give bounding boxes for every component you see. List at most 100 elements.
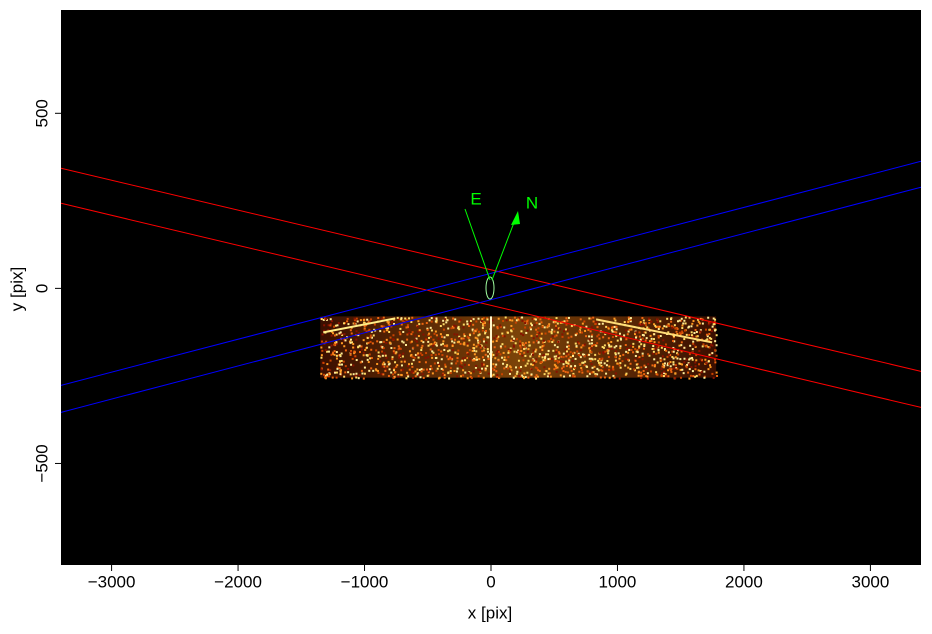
pixel-noise (511, 335, 514, 338)
pixel-noise (425, 368, 428, 371)
pixel-noise (333, 325, 336, 328)
x-tick-label: −1000 (341, 572, 389, 591)
pixel-noise (356, 320, 359, 323)
pixel-noise (369, 334, 372, 337)
pixel-noise (396, 364, 399, 367)
pixel-noise (511, 319, 514, 322)
pixel-noise (474, 330, 477, 333)
pixel-noise (411, 316, 414, 319)
pixel-noise (539, 318, 542, 321)
pixel-noise (538, 353, 541, 356)
pixel-noise (594, 374, 597, 377)
pixel-noise (353, 346, 356, 349)
pixel-noise (421, 353, 424, 356)
pixel-noise (424, 361, 427, 364)
pixel-noise (656, 361, 659, 364)
pixel-noise (350, 363, 353, 366)
pixel-noise (483, 340, 486, 343)
pixel-noise (566, 329, 569, 332)
pixel-noise (422, 341, 425, 344)
pixel-noise (607, 352, 610, 355)
pixel-noise (406, 338, 409, 341)
pixel-noise (551, 357, 554, 360)
pixel-noise (590, 326, 593, 329)
pixel-noise (458, 320, 461, 323)
pixel-noise (537, 369, 540, 372)
pixel-noise (429, 348, 432, 351)
pixel-noise (466, 377, 469, 380)
pixel-noise (472, 318, 475, 321)
pixel-noise (370, 336, 373, 339)
pixel-noise (608, 345, 611, 348)
pixel-noise (578, 330, 581, 333)
pixel-noise (556, 359, 559, 362)
pixel-noise (472, 329, 475, 332)
pixel-noise (714, 318, 717, 321)
pixel-noise (715, 334, 718, 337)
pixel-noise (410, 333, 413, 336)
pixel-noise (547, 372, 550, 375)
pixel-noise (370, 356, 373, 359)
pixel-noise (625, 357, 628, 360)
pixel-noise (463, 335, 466, 338)
pixel-noise (419, 352, 422, 355)
pixel-noise (629, 344, 632, 347)
pixel-noise (329, 324, 332, 327)
pixel-noise (496, 375, 499, 378)
pixel-noise (691, 351, 694, 354)
pixel-noise (703, 376, 706, 379)
pixel-noise (435, 317, 438, 320)
pixel-noise (389, 336, 392, 339)
pixel-noise (580, 369, 583, 372)
pixel-noise (393, 351, 396, 354)
pixel-noise (334, 341, 337, 344)
pixel-noise (516, 351, 519, 354)
pixel-noise (667, 353, 670, 356)
pixel-noise (330, 334, 333, 337)
pixel-noise (380, 345, 383, 348)
pixel-noise (594, 353, 597, 356)
pixel-noise (596, 373, 599, 376)
pixel-noise (581, 353, 584, 356)
pixel-noise (579, 326, 582, 329)
pixel-noise (648, 340, 651, 343)
pixel-noise (678, 344, 681, 347)
pixel-noise (588, 338, 591, 341)
pixel-noise (646, 372, 649, 375)
pixel-noise (451, 343, 454, 346)
pixel-noise (430, 329, 433, 332)
pixel-noise (428, 336, 431, 339)
pixel-noise (615, 335, 618, 338)
pixel-noise (710, 330, 713, 333)
pixel-noise (709, 366, 712, 369)
pixel-noise (339, 373, 342, 376)
pixel-noise (707, 360, 710, 363)
pixel-noise (655, 352, 658, 355)
pixel-noise (358, 344, 361, 347)
pixel-noise (410, 362, 413, 365)
pixel-noise (574, 334, 577, 337)
pixel-noise (545, 353, 548, 356)
pixel-noise (353, 317, 356, 320)
pixel-noise (666, 317, 669, 320)
pixel-noise (496, 327, 499, 330)
pixel-noise (385, 356, 388, 359)
pixel-noise (587, 370, 590, 373)
pixel-noise (652, 352, 655, 355)
pixel-noise (329, 369, 332, 372)
pixel-noise (656, 345, 659, 348)
pixel-noise (417, 330, 420, 333)
pixel-noise (650, 340, 653, 343)
pixel-noise (484, 353, 487, 356)
pixel-noise (450, 356, 453, 359)
pixel-noise (656, 318, 659, 321)
pixel-noise (450, 327, 453, 330)
pixel-noise (500, 346, 503, 349)
pixel-noise (442, 319, 445, 322)
pixel-noise (532, 337, 535, 340)
pixel-noise (694, 361, 697, 364)
pixel-noise (640, 371, 643, 374)
pixel-noise (566, 345, 569, 348)
pixel-noise (439, 325, 442, 328)
pixel-noise (498, 376, 501, 379)
